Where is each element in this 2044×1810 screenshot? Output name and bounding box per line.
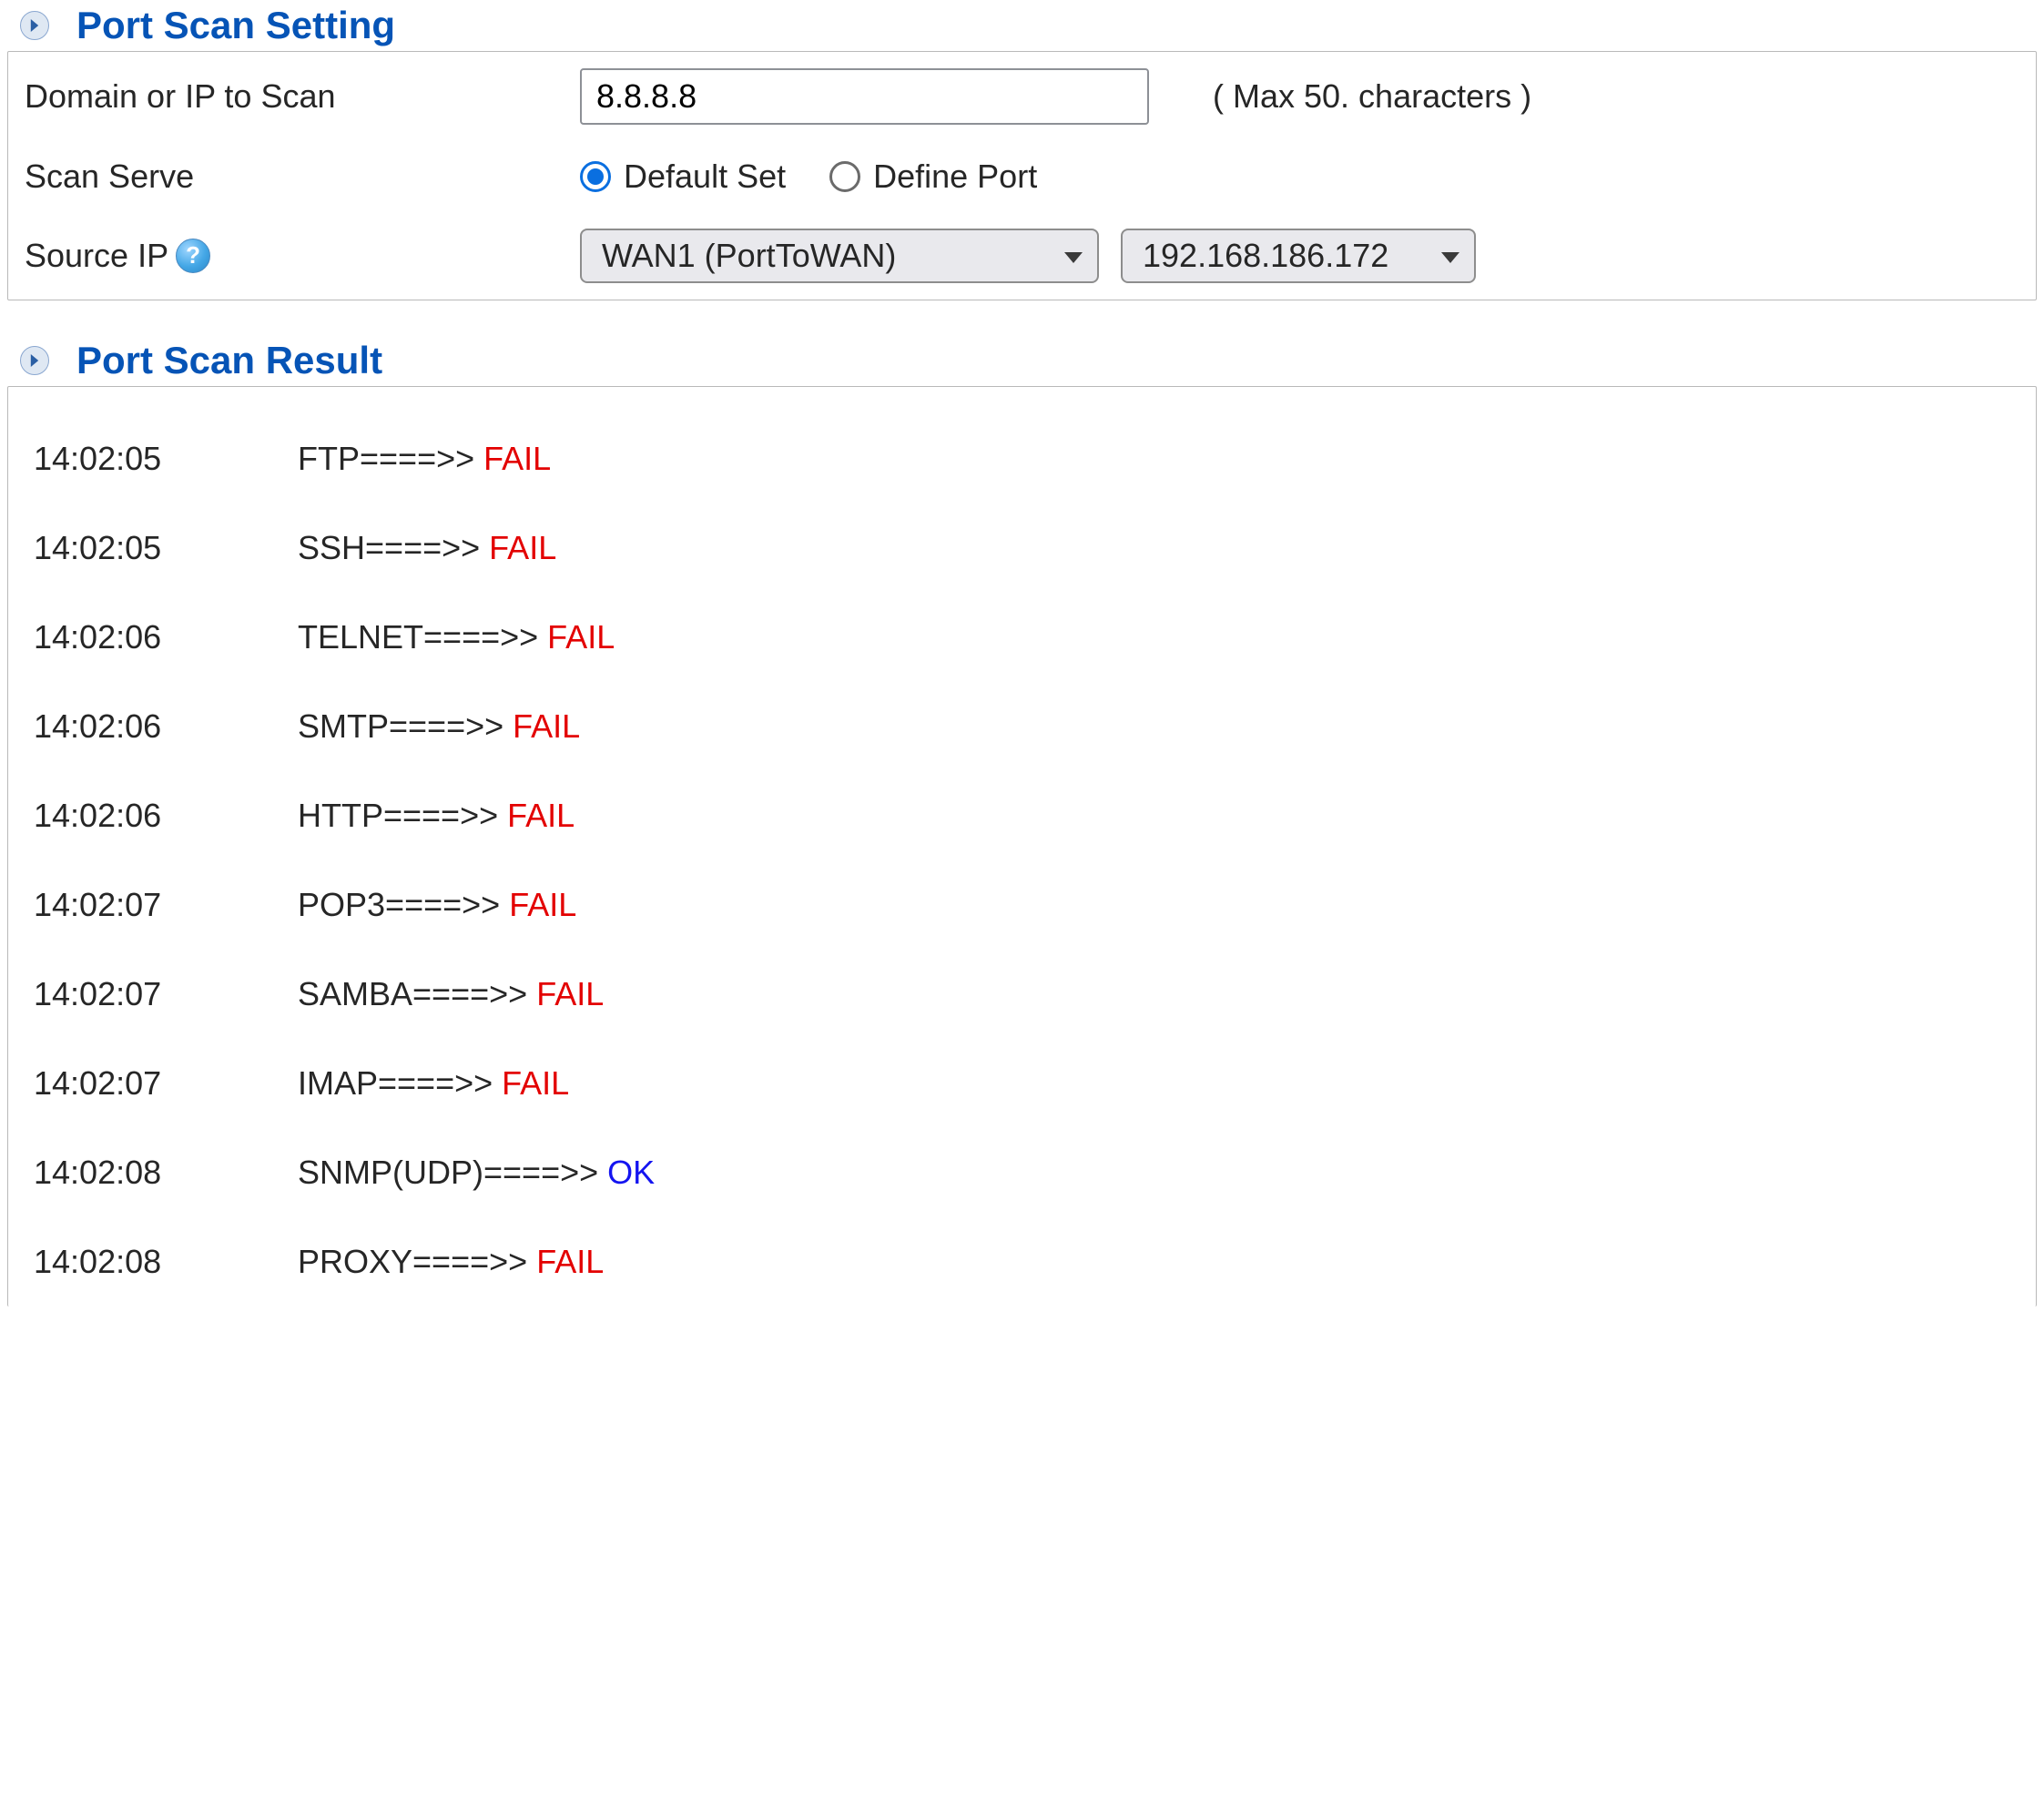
result-status: FAIL (507, 797, 575, 835)
result-status: FAIL (483, 440, 551, 478)
result-time: 14:02:07 (34, 975, 298, 1013)
result-status: FAIL (502, 1064, 569, 1103)
result-time: 14:02:08 (34, 1243, 298, 1281)
label-source-ip: Source IP (25, 237, 168, 275)
row-source-ip: Source IP ? WAN1 (PortToWAN) 192.168.186… (8, 212, 2036, 300)
result-protocol: TELNET====>> (298, 618, 547, 656)
result-time: 14:02:06 (34, 707, 298, 746)
result-protocol: SAMBA====>> (298, 975, 536, 1013)
radio-label-default: Default Set (624, 158, 786, 196)
result-time: 14:02:06 (34, 797, 298, 835)
result-status: FAIL (547, 618, 615, 656)
expand-icon[interactable] (20, 346, 49, 375)
row-scan-serve: Scan Serve Default Set Define Port (8, 141, 2036, 212)
result-row: 14:02:07POP3====>> FAIL (34, 860, 2036, 950)
result-time: 14:02:07 (34, 1064, 298, 1103)
label-domain: Domain or IP to Scan (25, 77, 336, 116)
radio-label-define: Define Port (873, 158, 1037, 196)
result-status: FAIL (536, 975, 604, 1013)
wan-select[interactable]: WAN1 (PortToWAN) (580, 229, 1099, 283)
results-list: 14:02:05FTP====>> FAIL14:02:05SSH====>> … (8, 387, 2036, 1307)
source-ip-select[interactable]: 192.168.186.172 (1121, 229, 1476, 283)
chevron-down-icon (1441, 252, 1459, 263)
result-row: 14:02:06TELNET====>> FAIL (34, 593, 2036, 682)
result-status: FAIL (536, 1243, 604, 1281)
result-protocol: FTP====>> (298, 440, 483, 478)
radio-icon (829, 161, 860, 192)
wan-select-value: WAN1 (PortToWAN) (602, 237, 896, 275)
result-row: 14:02:08SNMP(UDP)====>> OK (34, 1128, 2036, 1217)
domain-hint: ( Max 50. characters ) (1213, 77, 1531, 116)
panel-result: 14:02:05FTP====>> FAIL14:02:05SSH====>> … (7, 386, 2037, 1307)
help-icon[interactable]: ? (176, 239, 210, 273)
chevron-down-icon (1064, 252, 1083, 263)
radio-default-set[interactable]: Default Set (580, 158, 786, 196)
result-time: 14:02:08 (34, 1154, 298, 1192)
result-time: 14:02:05 (34, 529, 298, 567)
result-time: 14:02:06 (34, 618, 298, 656)
section-title-result: Port Scan Result (76, 339, 382, 382)
result-row: 14:02:05FTP====>> FAIL (34, 414, 2036, 503)
result-row: 14:02:07IMAP====>> FAIL (34, 1039, 2036, 1128)
expand-icon[interactable] (20, 11, 49, 40)
result-row: 14:02:05SSH====>> FAIL (34, 503, 2036, 593)
result-protocol: SNMP(UDP)====>> (298, 1154, 607, 1192)
section-header-setting: Port Scan Setting (0, 0, 2044, 51)
result-row: 14:02:07SAMBA====>> FAIL (34, 950, 2036, 1039)
section-header-result: Port Scan Result (0, 335, 2044, 386)
result-status: FAIL (489, 529, 556, 567)
result-status: FAIL (509, 886, 576, 924)
result-row: 14:02:08PROXY====>> FAIL (34, 1217, 2036, 1307)
result-protocol: HTTP====>> (298, 797, 507, 835)
radio-define-port[interactable]: Define Port (829, 158, 1037, 196)
result-protocol: POP3====>> (298, 886, 509, 924)
result-row: 14:02:06HTTP====>> FAIL (34, 771, 2036, 860)
result-time: 14:02:05 (34, 440, 298, 478)
result-status: FAIL (513, 707, 580, 746)
label-scan-serve: Scan Serve (25, 158, 194, 196)
section-title-setting: Port Scan Setting (76, 4, 395, 47)
result-status: OK (607, 1154, 655, 1192)
result-protocol: SSH====>> (298, 529, 489, 567)
result-protocol: IMAP====>> (298, 1064, 502, 1103)
radio-icon (580, 161, 611, 192)
domain-input[interactable] (580, 68, 1149, 125)
source-ip-select-value: 192.168.186.172 (1143, 237, 1388, 275)
panel-setting: Domain or IP to Scan ( Max 50. character… (7, 51, 2037, 300)
row-domain: Domain or IP to Scan ( Max 50. character… (8, 52, 2036, 141)
result-protocol: PROXY====>> (298, 1243, 536, 1281)
result-protocol: SMTP====>> (298, 707, 513, 746)
result-row: 14:02:06SMTP====>> FAIL (34, 682, 2036, 771)
result-time: 14:02:07 (34, 886, 298, 924)
